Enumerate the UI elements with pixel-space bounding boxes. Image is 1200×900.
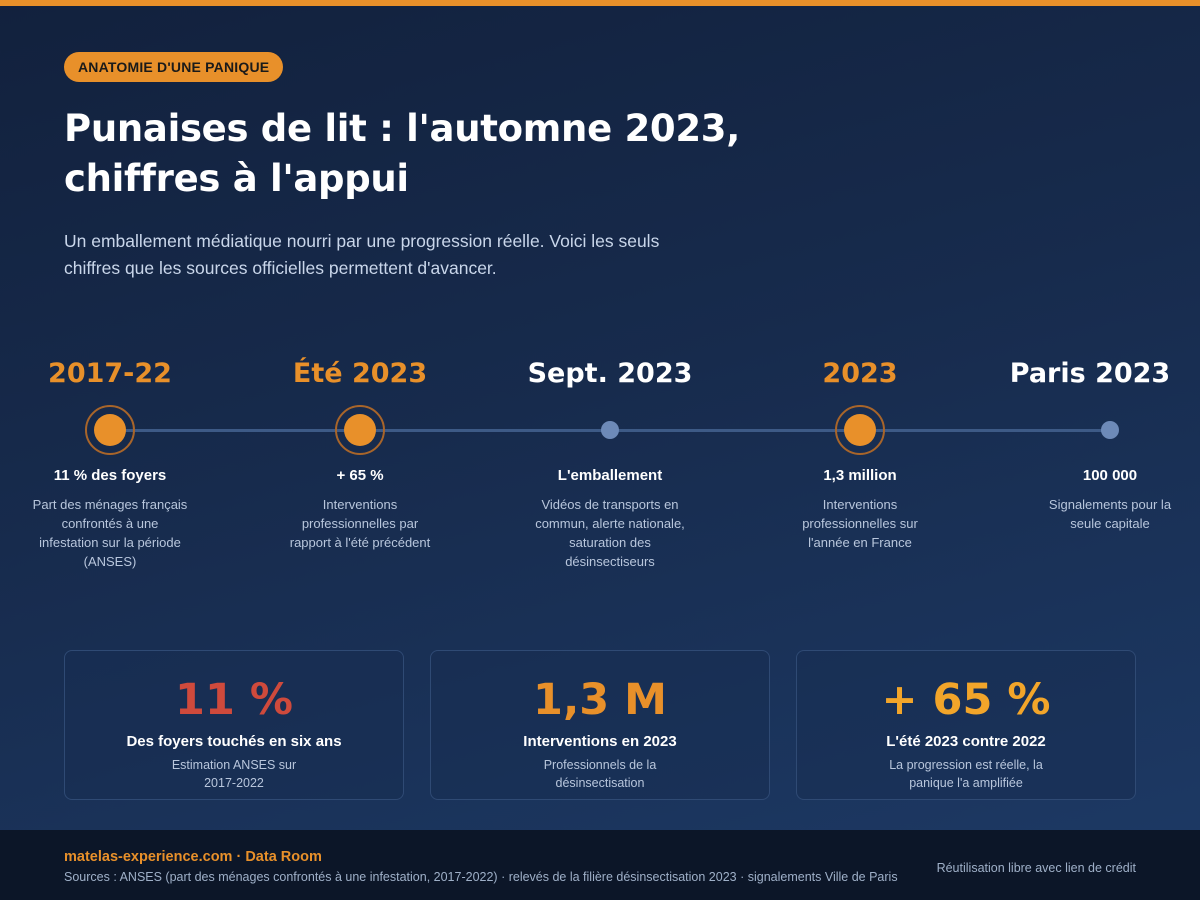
timeline-marker: [85, 405, 135, 455]
page-subtitle: Un emballement médiatique nourri par une…: [64, 231, 660, 278]
timeline-marker: [601, 421, 619, 439]
top-accent-bar: [0, 0, 1200, 6]
timeline-value: 1,3 million: [823, 467, 897, 484]
stat-label: Des foyers touchés en six ans: [126, 733, 342, 750]
stat-card: 11 % Des foyers touchés en six ans Estim…: [64, 650, 404, 800]
timeline-year: Paris 2023: [1009, 358, 1171, 389]
timeline-marker: [835, 405, 885, 455]
footer-license: Réutilisation libre avec lien de crédit: [936, 861, 1136, 875]
stat-label: L'été 2023 contre 2022: [886, 733, 1046, 750]
stat-note: Estimation ANSES sur 2017-2022: [171, 758, 297, 790]
timeline-year: Sept. 2023: [527, 358, 693, 389]
timeline-marker: [335, 405, 385, 455]
kicker-badge: ANATOMIE D'UNE PANIQUE: [64, 52, 284, 82]
stat-card: 1,3 M Interventions en 2023 Professionne…: [430, 650, 770, 800]
stat-value: 1,3 M: [533, 675, 667, 725]
timeline-year: Été 2023: [292, 358, 428, 389]
timeline-description: Vidéos de transports en commun, alerte n…: [535, 497, 685, 569]
timeline-description: Part des ménages français confrontés à u…: [32, 497, 188, 569]
timeline-marker: [1101, 421, 1119, 439]
timeline-value: 100 000: [1082, 467, 1138, 484]
timeline-value: L'emballement: [557, 467, 663, 484]
timeline: 2017-22 11 % des foyers Part des ménages…: [0, 340, 1200, 590]
footer-brand-link[interactable]: matelas-experience.com · Data Room: [64, 849, 322, 865]
stat-value: + 65 %: [881, 675, 1051, 725]
footer: matelas-experience.com · Data Room Sourc…: [0, 830, 1200, 900]
stat-card: + 65 % L'été 2023 contre 2022 La progres…: [796, 650, 1136, 800]
timeline-description: Interventions professionnelles sur l'ann…: [802, 497, 918, 550]
stat-value: 11 %: [175, 675, 293, 725]
page-title: Punaises de lit : l'automne 2023, chiffr…: [64, 107, 740, 200]
footer-sources: Sources : ANSES (part des ménages confro…: [64, 870, 898, 884]
timeline-description: Signalements pour la seule capitale: [1048, 497, 1172, 531]
stat-label: Interventions en 2023: [523, 733, 677, 750]
timeline-value: + 65 %: [336, 467, 384, 484]
timeline-value: 11 % des foyers: [53, 467, 167, 484]
timeline-year: 2017-22: [48, 358, 172, 389]
timeline-year: 2023: [822, 358, 898, 389]
timeline-description: Interventions professionnelles par rappo…: [289, 497, 431, 550]
stat-note: La progression est réelle, la panique l'…: [889, 758, 1043, 790]
stat-note: Professionnels de la désinsectisation: [543, 758, 657, 790]
